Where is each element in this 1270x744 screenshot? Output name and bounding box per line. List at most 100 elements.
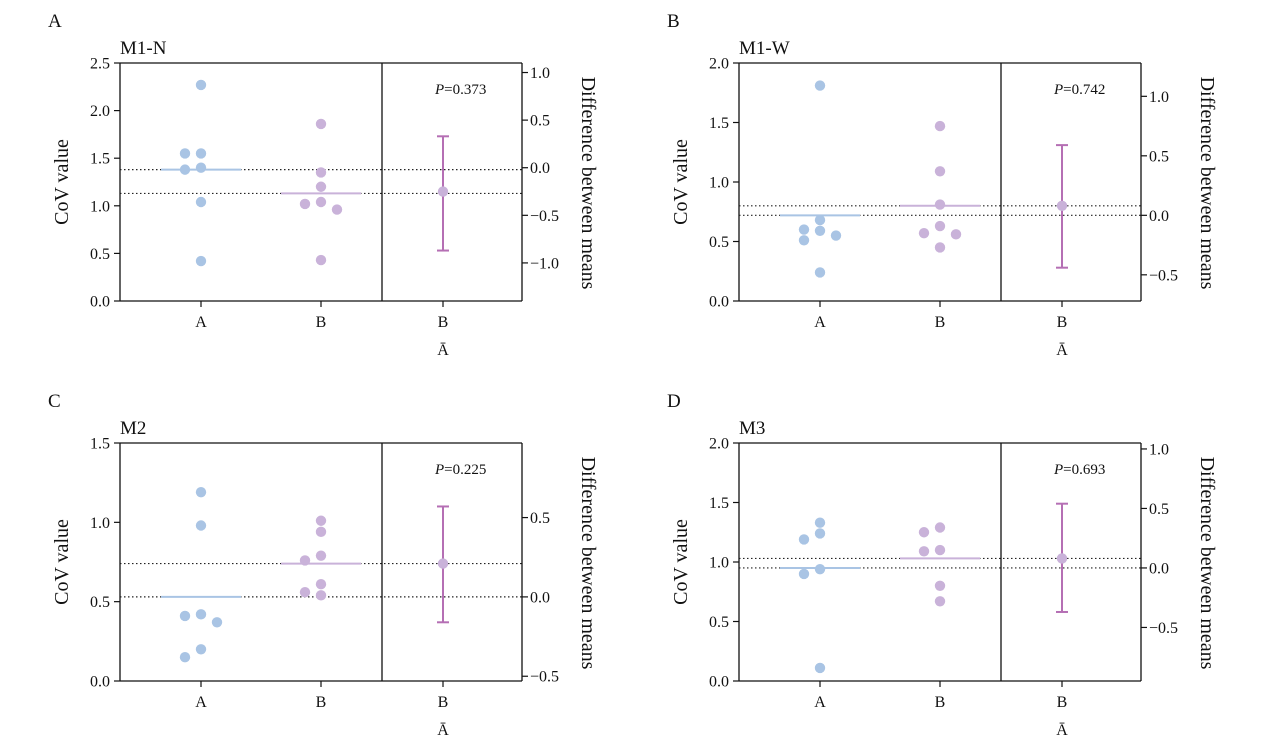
y-tick-label: 0.0 — [90, 294, 110, 311]
x-tick-label-line: B — [1057, 694, 1068, 711]
x-tick-label-line: B — [1057, 314, 1068, 331]
chart-title: M2 — [120, 418, 146, 439]
p-symbol: P — [1053, 82, 1063, 98]
y2-tick-label: 1.0 — [1149, 89, 1169, 106]
data-point-b — [918, 546, 930, 557]
y-tick-label: 0.5 — [709, 614, 729, 631]
y2-tick-label: −0.5 — [1149, 620, 1178, 637]
y2-axis-title: Difference between means — [1196, 77, 1218, 290]
y-tick-label: 1.5 — [709, 495, 729, 512]
data-point-b — [934, 220, 946, 232]
data-point-b — [950, 229, 962, 240]
data-point-a — [195, 79, 207, 91]
y-tick-label: 2.5 — [90, 56, 110, 73]
data-point-a — [798, 534, 810, 545]
data-point-b — [299, 586, 311, 598]
data-point-b — [315, 550, 327, 561]
y-tick-label: 1.5 — [90, 151, 110, 168]
y2-tick-label: 0.5 — [530, 510, 550, 527]
y2-tick-label: 0.0 — [530, 160, 550, 177]
y2-tick-label: −0.5 — [530, 669, 559, 686]
x-tick-label: A — [195, 314, 207, 331]
data-point-b — [315, 254, 327, 266]
data-point-b — [918, 527, 930, 538]
y2-tick-label: 0.0 — [530, 589, 550, 606]
data-point-a — [179, 652, 191, 663]
data-point-b — [315, 118, 327, 130]
y-tick-label: 0.5 — [90, 246, 110, 263]
data-point-a — [195, 609, 207, 620]
data-point-a — [195, 196, 207, 208]
y2-axis-title: Difference between means — [577, 457, 599, 670]
x-tick-label: B — [316, 694, 327, 711]
y2-tick-label: 1.0 — [1149, 441, 1169, 458]
y2-tick-label: 1.0 — [530, 65, 550, 82]
y-tick-label: 1.0 — [90, 515, 110, 532]
y2-tick-label: −0.5 — [530, 208, 559, 225]
data-point-a — [814, 563, 826, 575]
data-point-a — [179, 610, 191, 622]
y-tick-label: 2.0 — [90, 103, 110, 120]
x-tick-label-line: A — [195, 314, 207, 331]
data-point-b — [315, 515, 327, 526]
x-tick-label: B — [935, 694, 946, 711]
x-tick-label-line: B — [316, 314, 327, 331]
data-point-a — [814, 267, 826, 278]
y-tick-label: 0.0 — [90, 674, 110, 691]
data-point-a — [814, 80, 826, 91]
y-axis-title: CoV value — [670, 519, 692, 605]
difference-point — [437, 558, 449, 569]
x-tick-label-line: Ā — [437, 342, 449, 359]
p-symbol: P — [1053, 462, 1063, 478]
data-point-b — [934, 580, 946, 591]
data-point-a — [798, 568, 810, 580]
p-value: =0.742 — [1063, 82, 1105, 98]
y2-tick-label: −1.0 — [530, 255, 559, 272]
y2-tick-label: 0.0 — [1149, 560, 1169, 577]
data-point-a — [195, 644, 207, 655]
y-tick-label: 0.5 — [90, 594, 110, 611]
x-tick-label-line: Ā — [1056, 722, 1068, 739]
data-point-a — [798, 235, 810, 246]
y-tick-label: 1.0 — [709, 555, 729, 572]
data-point-b — [315, 167, 327, 178]
data-point-b — [315, 526, 327, 538]
x-tick-label-line: A — [814, 694, 826, 711]
data-point-b — [934, 596, 946, 607]
data-point-b — [315, 590, 327, 601]
panel-letter: B — [667, 11, 680, 32]
p-value-label: P=0.693 — [1053, 462, 1105, 478]
chart-panel-B: BM1-W0.00.51.01.52.0−0.50.00.51.0A B B ĀCoV… — [667, 11, 1218, 359]
y-tick-label: 1.5 — [709, 115, 729, 132]
x-tick-label: A — [814, 694, 826, 711]
x-tick-label-line: B — [316, 694, 327, 711]
data-point-b — [918, 227, 930, 239]
p-value: =0.225 — [444, 462, 486, 478]
chart-panel-A: A M1-N 0.0 0.5 1.0 1.5 2.0 2.5 −1.0 −0.5 0.0 0.5 1.0… — [48, 11, 599, 359]
data-point-b — [934, 544, 946, 556]
y-tick-label: 1.0 — [709, 175, 729, 192]
data-point-b — [315, 181, 327, 192]
data-point-a — [798, 224, 810, 235]
data-point-b — [934, 242, 946, 253]
p-symbol: P — [434, 82, 444, 98]
chart-title: M1-W — [739, 38, 790, 59]
x-tick-label-line: A — [195, 694, 207, 711]
p-value-label: P=0.742 — [1053, 82, 1105, 98]
y-tick-label: 1.0 — [90, 198, 110, 215]
data-point-b — [315, 196, 327, 208]
y2-tick-label: 0.5 — [1149, 148, 1169, 165]
y-axis-title: CoV value — [670, 139, 692, 225]
data-point-a — [179, 164, 191, 175]
p-symbol: P — [434, 462, 444, 478]
data-point-a — [195, 148, 207, 159]
panel-letter: D — [667, 391, 681, 412]
data-point-a — [179, 148, 191, 159]
data-point-a — [195, 162, 207, 173]
y-tick-label: 1.5 — [90, 436, 110, 453]
data-point-b — [934, 120, 946, 132]
y2-axis-title: Difference between means — [577, 77, 599, 290]
p-value-label: P=0.225 — [434, 462, 486, 478]
